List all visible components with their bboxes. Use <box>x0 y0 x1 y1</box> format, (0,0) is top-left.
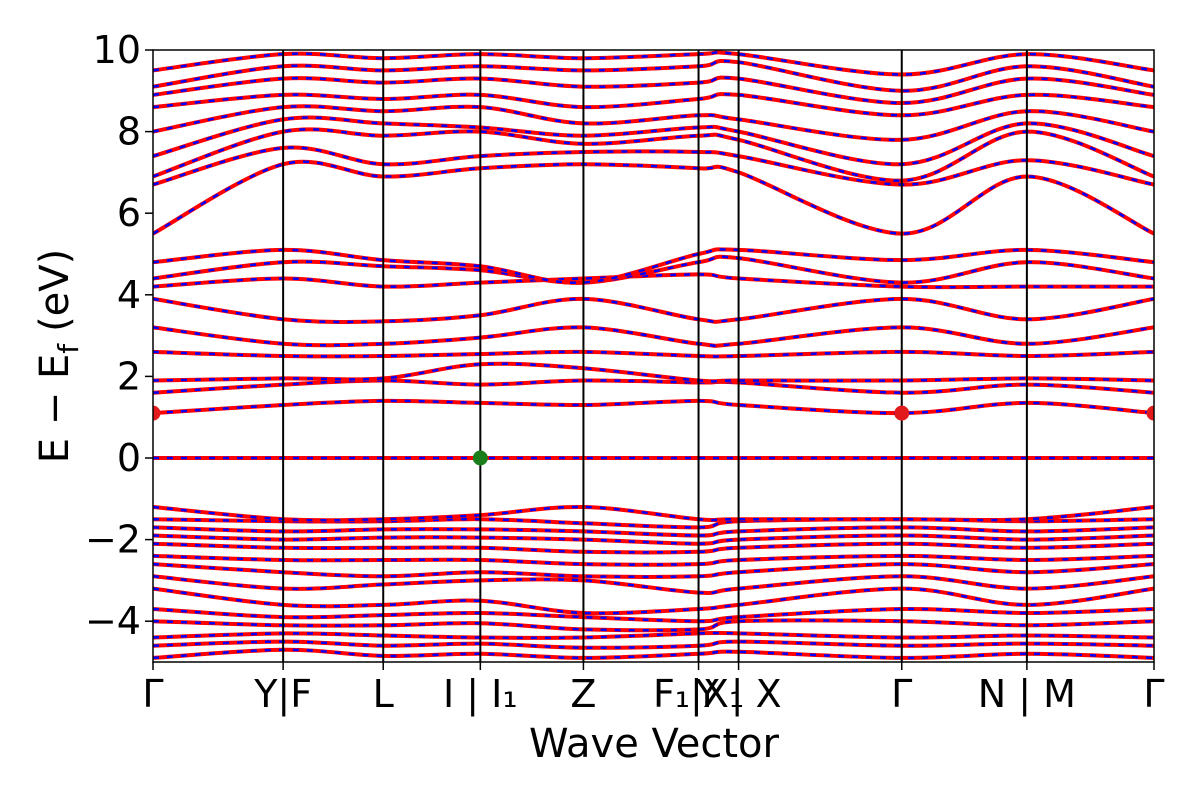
band-line-spin-down <box>153 51 1154 76</box>
band-line-spin-down <box>153 76 1154 105</box>
band-line-spin-up <box>153 361 1154 384</box>
band-line-spin-down <box>153 128 1154 182</box>
x-tick-label: Y|F <box>253 672 312 717</box>
band-line-spin-down <box>153 326 1154 348</box>
band-line-spin-down <box>153 362 1154 383</box>
plot-frame <box>152 49 1155 663</box>
x-tick-label: Γ <box>1143 672 1164 716</box>
x-tick-label: Y | X <box>694 672 781 717</box>
band-line-spin-down <box>153 116 1154 166</box>
y-tick-label: 0 <box>117 436 141 480</box>
y-tick-label: 6 <box>117 191 141 235</box>
band-line-spin-up <box>153 398 1154 416</box>
band-line-spin-up <box>153 630 1154 640</box>
x-tick-label: F₁|X₁ <box>653 672 744 717</box>
band-line-spin-down <box>153 575 1154 595</box>
y-tick-label: −2 <box>85 518 141 562</box>
y-axis-ticks: −4 −2 0 2 4 6 8 10 <box>85 28 153 643</box>
band-line-spin-down <box>153 297 1154 324</box>
band-line-spin-up <box>153 504 1154 523</box>
y-tick-label: 2 <box>117 354 141 398</box>
x-tick-label: N | M <box>978 672 1076 717</box>
band-line-spin-down <box>153 607 1154 623</box>
band-line-spin-down <box>153 104 1154 142</box>
y-axis-label-sub: f <box>52 343 85 354</box>
band-line-spin-down <box>153 619 1154 632</box>
band-line-spin-up <box>153 349 1154 359</box>
band-line-spin-down <box>153 648 1154 660</box>
y-tick-label: 8 <box>117 110 141 154</box>
band-line-spin-down <box>153 59 1154 93</box>
high-symmetry-lines <box>282 50 1028 662</box>
band-line-spin-down <box>153 399 1154 415</box>
extrema-markers <box>153 405 1154 466</box>
x-tick-label: Z <box>570 672 596 716</box>
cbm-marker <box>153 405 161 421</box>
y-axis-label-unit: (eV) <box>32 249 78 332</box>
cbm-marker <box>1146 405 1154 421</box>
x-tick-label: Γ <box>891 672 912 716</box>
y-tick-label: −4 <box>85 599 141 643</box>
band-line-spin-down <box>153 92 1154 117</box>
y-tick-label: 4 <box>117 273 141 317</box>
cbm-marker <box>894 405 910 421</box>
band-line-spin-up <box>153 127 1154 183</box>
y-tick-label: 10 <box>93 28 141 72</box>
band-line-spin-up <box>153 525 1154 538</box>
band-line-spin-down <box>153 587 1154 615</box>
bands-layer <box>153 50 1154 660</box>
x-tick-label: I | I₁ <box>443 672 518 717</box>
y-axis-label: E − Ef (eV) <box>32 249 85 464</box>
band-line-spin-up <box>153 553 1154 567</box>
band-line-spin-up <box>153 533 1154 546</box>
x-tick-label: Γ <box>142 672 163 716</box>
band-line-spin-up <box>153 586 1154 616</box>
band-line-spin-up <box>153 378 1154 395</box>
x-axis-ticks: Γ Y|F L I | I₁ Z F₁|X₁Y | X Γ N | M Γ <box>142 662 1165 717</box>
band-line-spin-up <box>153 159 1154 236</box>
y-axis-label-main: E − E <box>32 354 78 464</box>
band-line-spin-up <box>153 639 1154 650</box>
band-line-spin-down <box>153 379 1154 394</box>
band-line-spin-down <box>153 273 1154 289</box>
x-tick-label: L <box>373 672 394 716</box>
band-line-spin-down <box>153 505 1154 522</box>
band-line-spin-down <box>153 160 1154 235</box>
band-line-spin-down <box>153 255 1154 284</box>
band-line-spin-down <box>153 248 1154 285</box>
band-line-spin-down <box>153 562 1154 579</box>
band-line-spin-up <box>153 272 1154 290</box>
band-line-spin-down <box>153 146 1154 186</box>
x-axis-label: Wave Vector <box>529 721 780 767</box>
band-line-spin-up <box>153 541 1154 555</box>
vbm-marker <box>472 450 488 466</box>
band-line-spin-up <box>153 647 1154 660</box>
